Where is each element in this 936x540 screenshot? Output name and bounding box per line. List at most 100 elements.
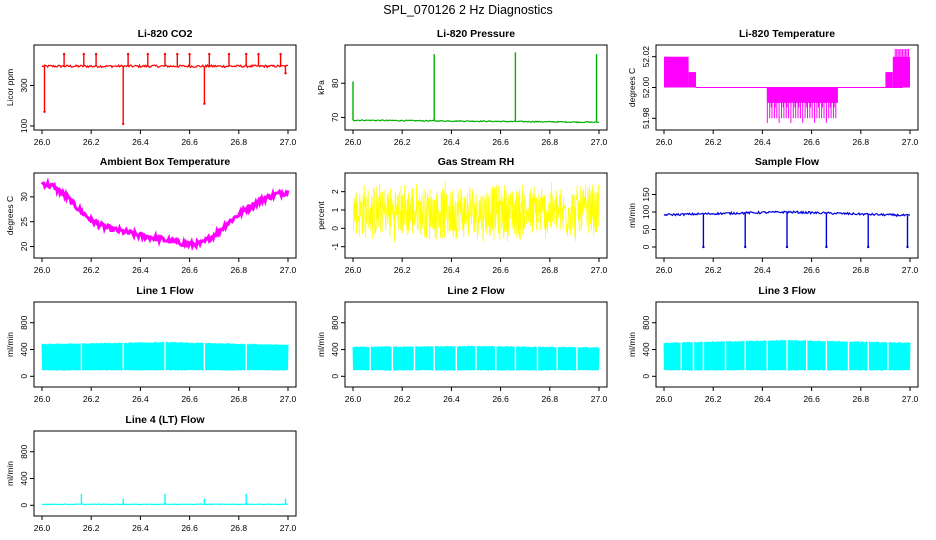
x-tick-label: 26.8: [853, 137, 870, 147]
x-tick-label: 26.6: [803, 137, 820, 147]
x-tick-label: 27.0: [280, 265, 297, 275]
x-tick-label: 27.0: [280, 137, 297, 147]
y-tick-label: 400: [19, 342, 29, 356]
y-tick-label: 100: [641, 205, 651, 219]
x-tick-label: 26.4: [754, 394, 771, 404]
x-tick-label: 26.4: [443, 137, 460, 147]
y-tick-label: 20: [19, 242, 29, 252]
spike-marker-8: [176, 52, 179, 56]
x-tick-label: 27.0: [902, 265, 919, 275]
x-tick-label: 26.2: [394, 394, 411, 404]
y-axis-label: Licor ppm: [5, 69, 15, 106]
x-tick-label: 26.0: [656, 137, 673, 147]
y-tick-label: 52.00: [641, 77, 651, 99]
plot-frame: [344, 44, 608, 131]
y-tick-label: 300: [19, 78, 29, 92]
y-tick-label: 800: [19, 315, 29, 329]
spike-marker-5: [906, 245, 909, 249]
series-line: [352, 181, 600, 243]
x-tick-label: 26.8: [542, 137, 559, 147]
series-line: [663, 210, 911, 218]
x-tick-label: 26.8: [853, 265, 870, 275]
x-tick-label: 26.2: [705, 265, 722, 275]
plot-frame: [344, 172, 608, 259]
x-tick-label: 26.0: [34, 394, 51, 404]
y-axis-label: ml/min: [5, 332, 15, 357]
chart-title: Gas Stream RH: [438, 156, 514, 168]
x-tick-label: 26.4: [443, 394, 460, 404]
spike-marker-2: [785, 245, 789, 249]
panel-line1: Line 1 Flow 26.0 26.2 26.4 26.6 26.8 27.0 0 400 8…: [5, 285, 297, 404]
spike-marker-14: [257, 52, 260, 56]
y-tick-label: 1: [330, 207, 340, 212]
y-tick-label: 70: [330, 112, 340, 122]
x-tick-label: 27.0: [902, 394, 919, 404]
y-tick-label: 400: [19, 471, 29, 485]
spike-marker-6: [146, 52, 149, 56]
x-tick-label: 26.6: [492, 394, 509, 404]
series-co2: [41, 52, 289, 126]
panel-rh: Gas Stream RH 26.0 26.2 26.4 26.6 26.8 27.0 -1 0…: [316, 156, 608, 275]
y-tick-label: 400: [641, 342, 651, 356]
spike-marker-13: [245, 52, 248, 56]
series-line4: [41, 493, 289, 506]
y-tick-label: 50: [641, 225, 651, 235]
series-line: [353, 119, 600, 124]
y-tick-label: 400: [330, 342, 340, 356]
series-ambient: [40, 177, 290, 252]
x-tick-label: 26.0: [656, 394, 673, 404]
spike-marker-0: [43, 110, 46, 114]
x-tick-label: 27.0: [591, 137, 608, 147]
series-temperature: [664, 49, 910, 123]
series-line2: [352, 345, 600, 371]
y-tick-label: -1: [330, 243, 340, 251]
chart-title: Li-820 Temperature: [739, 28, 835, 40]
spike-marker-9: [188, 52, 191, 56]
y-tick-label: 30: [19, 192, 29, 202]
x-tick-label: 26.8: [231, 265, 248, 275]
temp-top-spikes: [894, 49, 909, 57]
temp-step-start: [688, 72, 696, 88]
panel-line4: Line 4 (LT) Flow 26.0 26.2 26.4 26.6 26.8 27.0…: [5, 414, 297, 533]
temp-dip: [766, 87, 838, 123]
x-tick-label: 26.6: [803, 265, 820, 275]
y-tick-label: 800: [19, 444, 29, 458]
plot-frame: [33, 430, 297, 517]
y-tick-label: 0: [641, 244, 651, 249]
spike-marker-15: [279, 52, 282, 56]
y-tick-label: 0: [641, 374, 651, 379]
x-tick-label: 26.4: [443, 265, 460, 275]
panel-temperature: Li-820 Temperature 26.0 26.2 26.4 26.6 26.8 27…: [627, 28, 919, 147]
spike-marker-16: [284, 72, 287, 75]
panel-pressure: Li-820 Pressure 26.0 26.2 26.4 26.6 26.8 27.0 7…: [316, 28, 608, 147]
x-tick-label: 26.8: [231, 523, 248, 533]
x-tick-label: 26.4: [132, 394, 149, 404]
panel-line3: Line 3 Flow 26.0 26.2 26.4 26.6 26.8 27.0 0 400 8…: [627, 285, 919, 404]
x-tick-label: 26.0: [656, 265, 673, 275]
panel-ambient: Ambient Box Temperature 26.0 26.2 26.4 26.6 2…: [5, 156, 297, 275]
plot-frame: [33, 44, 297, 131]
plot-frame: [33, 301, 297, 388]
spike-marker-7: [163, 52, 167, 56]
y-tick-label: 800: [641, 315, 651, 329]
x-tick-label: 27.0: [591, 394, 608, 404]
x-tick-label: 26.6: [492, 265, 509, 275]
temp-block-start: [664, 56, 689, 88]
panel-co2: Li-820 CO2 26.0 26.2 26.4 26.6 26.8 27.0 100 300…: [5, 28, 297, 147]
y-axis-label: ml/min: [627, 332, 637, 357]
chart-title: Line 1 Flow: [136, 285, 194, 297]
x-tick-label: 26.2: [83, 394, 100, 404]
spike-marker-0: [702, 245, 705, 249]
x-tick-label: 26.0: [345, 137, 362, 147]
spike-marker-10: [203, 102, 206, 105]
x-tick-label: 27.0: [902, 137, 919, 147]
x-tick-label: 26.2: [83, 265, 100, 275]
chart-title: Sample Flow: [755, 156, 820, 168]
x-tick-label: 26.4: [754, 265, 771, 275]
x-tick-label: 26.0: [345, 265, 362, 275]
spike-marker-4: [867, 245, 870, 249]
y-axis-label: percent: [316, 201, 326, 230]
spike-marker-3: [94, 52, 98, 56]
temp-step-end: [885, 72, 893, 88]
chart-title: Line 3 Flow: [758, 285, 816, 297]
